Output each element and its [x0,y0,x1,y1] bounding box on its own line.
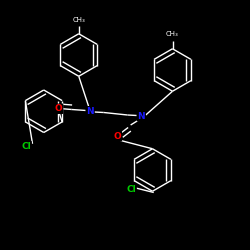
Text: O: O [55,104,62,113]
Text: CH₃: CH₃ [166,32,179,38]
Text: Cl: Cl [22,142,31,151]
Text: N: N [138,112,145,121]
Text: CH₃: CH₃ [72,16,85,22]
Text: O: O [114,132,122,141]
Text: Cl: Cl [126,186,136,194]
Text: N: N [86,107,94,116]
